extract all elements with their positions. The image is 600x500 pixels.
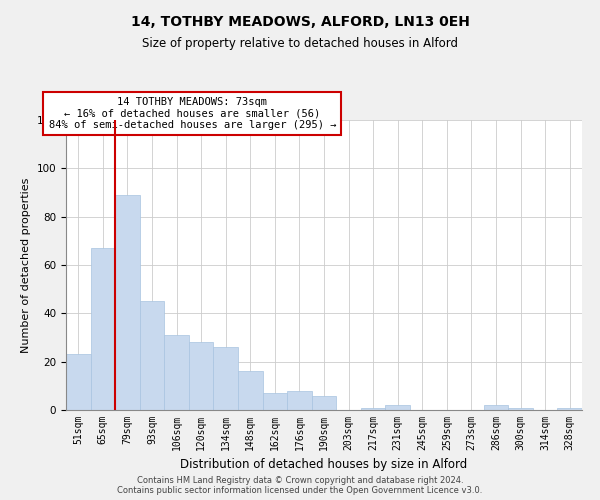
Text: Contains public sector information licensed under the Open Government Licence v3: Contains public sector information licen… <box>118 486 482 495</box>
Bar <box>361 408 385 410</box>
Bar <box>238 372 263 410</box>
Text: 14, TOTHBY MEADOWS, ALFORD, LN13 0EH: 14, TOTHBY MEADOWS, ALFORD, LN13 0EH <box>131 15 469 29</box>
Bar <box>189 342 214 410</box>
Y-axis label: Number of detached properties: Number of detached properties <box>21 178 31 352</box>
Text: Contains HM Land Registry data © Crown copyright and database right 2024.: Contains HM Land Registry data © Crown c… <box>137 476 463 485</box>
Bar <box>140 301 164 410</box>
Bar <box>484 405 508 410</box>
Bar <box>287 390 312 410</box>
Bar <box>508 408 533 410</box>
Text: Size of property relative to detached houses in Alford: Size of property relative to detached ho… <box>142 38 458 51</box>
Bar <box>557 408 582 410</box>
Bar <box>115 195 140 410</box>
X-axis label: Distribution of detached houses by size in Alford: Distribution of detached houses by size … <box>181 458 467 471</box>
Bar <box>263 393 287 410</box>
Text: 14 TOTHBY MEADOWS: 73sqm
← 16% of detached houses are smaller (56)
84% of semi-d: 14 TOTHBY MEADOWS: 73sqm ← 16% of detach… <box>49 97 336 130</box>
Bar <box>385 405 410 410</box>
Bar <box>164 335 189 410</box>
Bar <box>66 354 91 410</box>
Bar <box>214 347 238 410</box>
Bar <box>91 248 115 410</box>
Bar <box>312 396 336 410</box>
